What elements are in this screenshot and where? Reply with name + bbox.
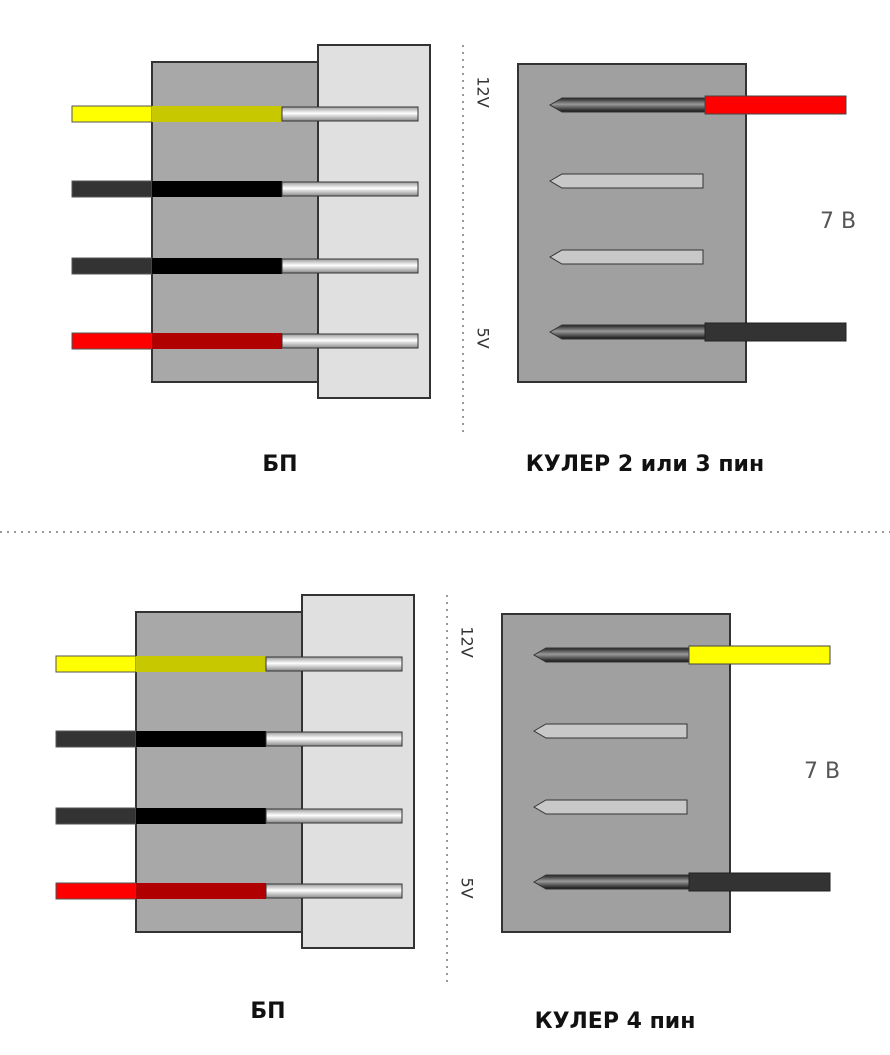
wire [704,95,847,115]
wire-inner [152,106,282,122]
wire [55,730,137,748]
cooler-pin [549,249,704,265]
cooler-pin [533,799,688,815]
psu-label: БП [250,999,285,1024]
wire-inner [152,258,282,274]
wire [55,882,137,900]
psu-label: БП [262,452,297,477]
cooler-pin [549,324,706,340]
wire-inner [136,808,266,824]
wire-inner [152,333,282,349]
cooler-pin [549,97,706,113]
voltage-label: 12V [474,76,493,107]
wire [688,645,831,665]
output-voltage: 7 В [820,209,856,234]
wire-inner [136,883,266,899]
wire-inner [136,731,266,747]
cooler-pin [533,874,690,890]
wire [71,257,153,275]
wire-inner [152,181,282,197]
cooler-pin [533,723,688,739]
pin [265,656,403,672]
wire [71,332,153,350]
output-voltage: 7 В [804,759,840,784]
voltage-label: 5V [458,877,477,898]
pin [265,731,403,747]
cooler-label: КУЛЕР 4 пин [535,1009,696,1034]
cooler-pin [533,647,690,663]
voltage-label: 12V [458,626,477,657]
pin [281,106,419,122]
pin [281,258,419,274]
panel: 12V 5V 7 В БП КУЛЕР 4 пин [55,594,840,1034]
voltage-label: 5V [474,327,493,348]
wire [71,180,153,198]
pin [281,333,419,349]
pin [281,181,419,197]
wire [688,872,831,892]
pin [265,883,403,899]
cooler-pin [549,173,704,189]
wire [704,322,847,342]
wire [71,105,153,123]
wire-inner [136,656,266,672]
wire [55,807,137,825]
wire [55,655,137,673]
pin [265,808,403,824]
panel: 12V 5V 7 В БП КУЛЕР 2 или 3 пин [71,44,856,477]
cooler-label: КУЛЕР 2 или 3 пин [526,452,764,477]
